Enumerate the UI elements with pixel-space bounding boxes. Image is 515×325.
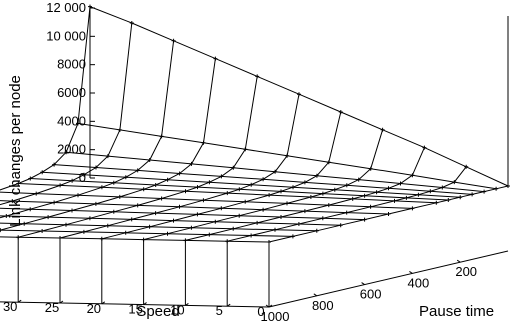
y-axis-title: Speed — [136, 303, 179, 320]
speed-tick-label: 30 — [3, 299, 17, 314]
surface-line-speed-45 — [0, 22, 133, 206]
surface-line-pause-900 — [0, 229, 293, 237]
pause-tick-label: 600 — [360, 287, 382, 302]
z-tick-label: 2000 — [57, 142, 86, 157]
speed-tick — [226, 303, 231, 307]
speed-tick-label: 0 — [257, 304, 264, 319]
pause-tick — [456, 259, 461, 263]
z-tick-label: 8000 — [57, 57, 86, 72]
surface-line-pause-200 — [42, 171, 461, 198]
speed-tick — [101, 301, 106, 305]
z-tick-label: 0 — [79, 170, 86, 185]
pause-tick — [313, 293, 318, 297]
pause-tick — [361, 282, 365, 286]
pause-tick-label: 400 — [408, 275, 430, 290]
surface-line-pause-600 — [0, 207, 365, 221]
z-tick-label: 4000 — [57, 113, 86, 128]
surface-line-pause-50 — [77, 122, 497, 190]
pause-tick-label: 800 — [312, 298, 334, 313]
speed-tick-label: 15 — [128, 302, 142, 317]
speed-tick — [59, 300, 64, 304]
surface-line-pause-700 — [0, 215, 341, 226]
surface-grid — [0, 4, 510, 244]
surface-line-pause-100 — [66, 151, 485, 193]
pause-tick-label: 200 — [455, 264, 477, 279]
surface-line-speed-20 — [101, 111, 342, 240]
x-axis-title: Pause time — [419, 303, 494, 320]
z-tick-label: 10 000 — [46, 28, 86, 43]
surface-line-pause-500 — [0, 200, 389, 215]
speed-tick — [17, 299, 22, 303]
surface-line-pause-400 — [0, 191, 413, 209]
surface-line-speed-5 — [227, 166, 467, 242]
z-tick-label: 12 000 — [46, 0, 86, 15]
z-tick-label: 6000 — [57, 85, 86, 100]
surface-line-pause-300 — [18, 183, 437, 204]
surface-line-pause-150 — [54, 164, 473, 195]
speed-tick — [143, 302, 147, 306]
surface-line-speed-25 — [59, 94, 300, 239]
speed-tick-label: 10 — [170, 302, 184, 317]
pause-tick — [409, 270, 413, 274]
surface-line-speed-15 — [143, 129, 384, 241]
pause-axis-line — [268, 250, 509, 308]
speed-tick-label: 25 — [45, 300, 59, 315]
speed-tick-label: 5 — [216, 303, 223, 318]
speed-tick-label: 20 — [87, 301, 101, 316]
pause-tick — [265, 304, 270, 308]
pause-tick-label: 1000 — [261, 309, 290, 324]
z-axis-title: Link changes per node — [7, 75, 24, 227]
surface-line-speed-10 — [185, 147, 425, 241]
surface-line-speed-50 — [0, 6, 91, 191]
axes — [0, 7, 509, 308]
surface-line-pause-0 — [89, 6, 509, 187]
surface-line-speed-35 — [0, 58, 216, 231]
speed-tick — [185, 302, 189, 306]
surface-line-pause-800 — [0, 222, 317, 232]
speed-tick — [268, 304, 273, 308]
surface-line-pause-250 — [30, 178, 449, 201]
surface-line-speed-40 — [0, 40, 175, 219]
tick-labels: 0 2000 4000 6000 8000 10 000 12 000 0 5 10 15 20 25 3… — [3, 0, 477, 324]
surface-line-speed-30 — [18, 76, 258, 238]
